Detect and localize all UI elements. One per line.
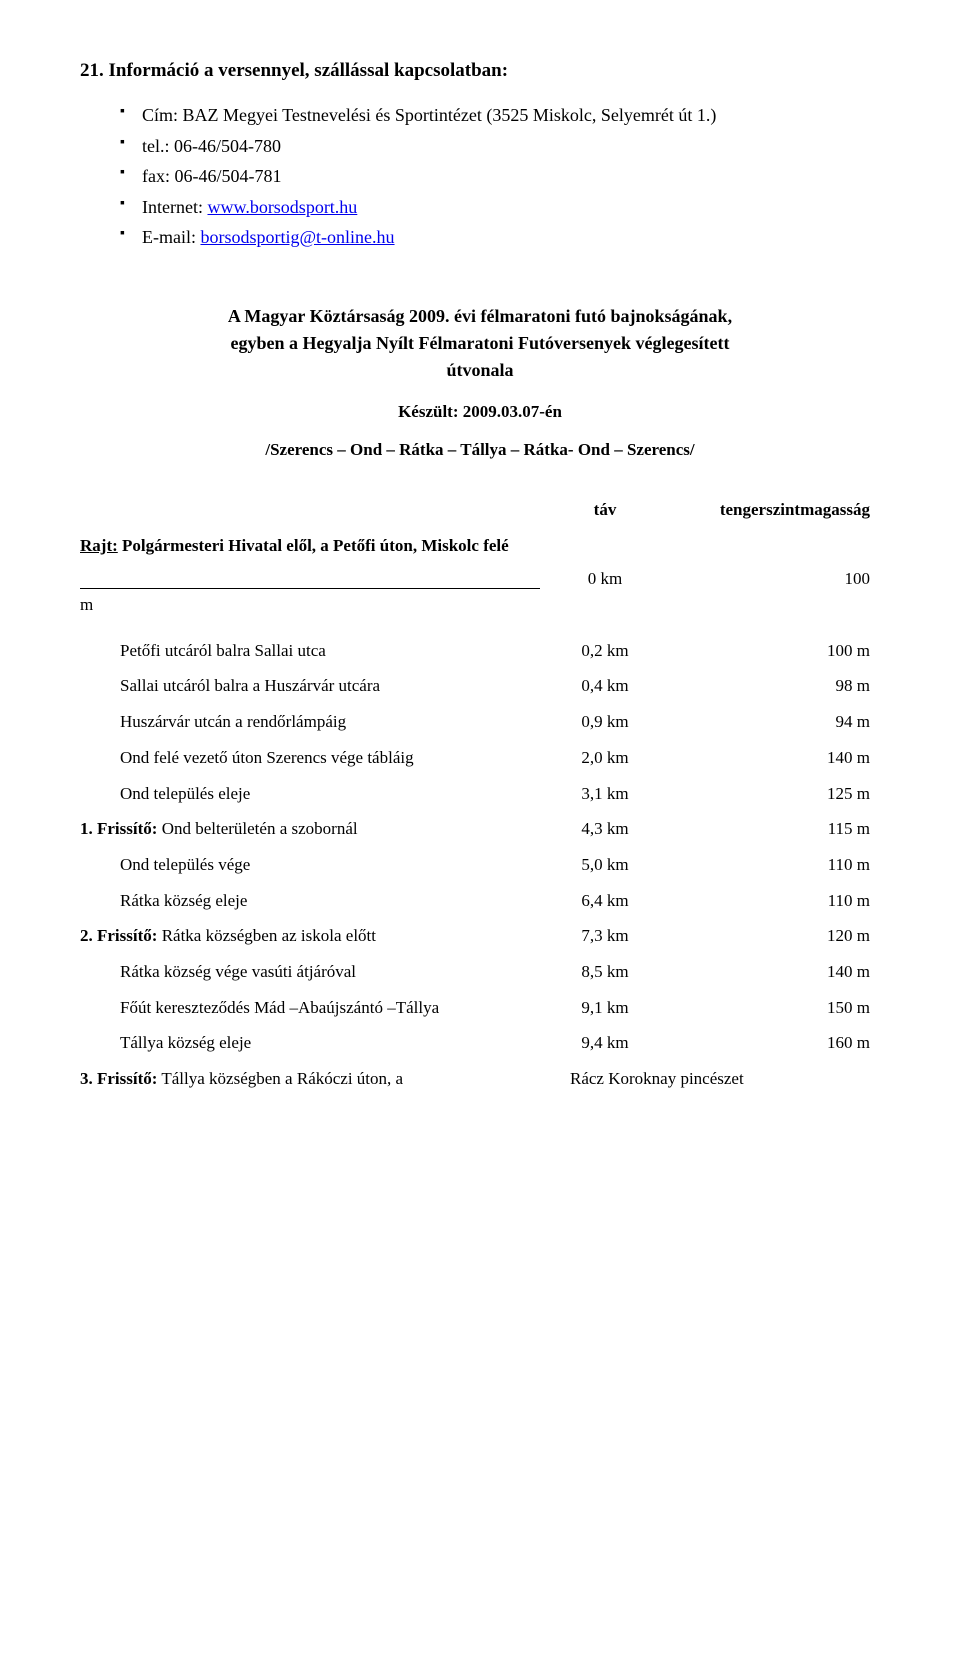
row-label-bold: 2. Frissítő: <box>80 926 157 945</box>
table-row: Huszárvár utcán a rendőrlámpáig0,9 km94 … <box>80 704 880 740</box>
row-distance: 2,0 km <box>540 740 670 776</box>
row-label: Tállya község eleje <box>120 1025 540 1061</box>
row-label: Főút kereszteződés Mád –Abaújszántó –Tál… <box>120 990 540 1026</box>
start-rest: Polgármesteri Hivatal elől, a Petőfi úto… <box>118 536 509 555</box>
row-distance: 4,3 km <box>540 811 670 847</box>
contact-list: Cím: BAZ Megyei Testnevelési és Sportint… <box>80 100 880 253</box>
row-label: Ond település vége <box>120 847 540 883</box>
table-row: Petőfi utcáról balra Sallai utca0,2 km10… <box>80 633 880 669</box>
header-spacer <box>80 500 540 520</box>
row-distance: 0,2 km <box>540 633 670 669</box>
row-label-bold: 1. Frissítő: <box>80 819 157 838</box>
route-table: Petőfi utcáról balra Sallai utca0,2 km10… <box>80 633 880 1061</box>
start-line: Rajt: Polgármesteri Hivatal elől, a Pető… <box>80 536 880 556</box>
row-elevation: 140 m <box>670 740 880 776</box>
row-elevation: 98 m <box>670 668 880 704</box>
row-distance: 5,0 km <box>540 847 670 883</box>
last-row: 3. Frissítő: Tállya községben a Rákóczi … <box>80 1061 880 1097</box>
row-elevation: 140 m <box>670 954 880 990</box>
header-distance: táv <box>540 500 670 520</box>
email-label: E-mail: <box>142 227 200 247</box>
made-date: Készült: 2009.03.07-én <box>80 402 880 422</box>
title-line-3: útvonala <box>80 357 880 384</box>
row-distance: 3,1 km <box>540 776 670 812</box>
row-distance: 9,4 km <box>540 1025 670 1061</box>
m-unit: m <box>80 595 880 615</box>
internet-link[interactable]: www.borsodsport.hu <box>207 197 357 217</box>
row-elevation: 150 m <box>670 990 880 1026</box>
last-rest: Tállya községben a Rákóczi úton, a <box>157 1069 403 1088</box>
internet-label: Internet: <box>142 197 207 217</box>
row-distance: 0,4 km <box>540 668 670 704</box>
row-label: Rátka község vége vasúti átjáróval <box>120 954 540 990</box>
last-right: Rácz Koroknay pincészet <box>540 1061 880 1097</box>
row-elevation: 94 m <box>670 704 880 740</box>
zero-elevation: 100 <box>670 569 880 589</box>
contact-tel: tel.: 06-46/504-780 <box>120 131 880 162</box>
contact-internet: Internet: www.borsodsport.hu <box>120 192 880 223</box>
row-label: 1. Frissítő: Ond belterületén a szoborná… <box>80 811 540 847</box>
row-label-rest: Rátka községben az iskola előtt <box>157 926 376 945</box>
email-link[interactable]: borsodsportig@t-online.hu <box>200 227 394 247</box>
row-label-rest: Ond belterületén a szobornál <box>157 819 357 838</box>
table-row: Ond település vége5,0 km110 m <box>80 847 880 883</box>
row-elevation: 100 m <box>670 633 880 669</box>
row-elevation: 160 m <box>670 1025 880 1061</box>
contact-fax: fax: 06-46/504-781 <box>120 161 880 192</box>
row-label: Ond felé vezető úton Szerencs vége táblá… <box>120 740 540 776</box>
row-label: Huszárvár utcán a rendőrlámpáig <box>120 704 540 740</box>
zero-row: 0 km 100 <box>80 564 880 589</box>
document-title: A Magyar Köztársaság 2009. évi félmarato… <box>80 303 880 384</box>
table-row: Főút kereszteződés Mád –Abaújszántó –Tál… <box>80 990 880 1026</box>
table-row: Tállya község eleje9,4 km160 m <box>80 1025 880 1061</box>
row-distance: 7,3 km <box>540 918 670 954</box>
row-elevation: 110 m <box>670 847 880 883</box>
row-label: Ond település eleje <box>120 776 540 812</box>
row-label: Rátka község eleje <box>120 883 540 919</box>
table-row: Sallai utcáról balra a Huszárvár utcára0… <box>80 668 880 704</box>
row-distance: 6,4 km <box>540 883 670 919</box>
row-label: Petőfi utcáról balra Sallai utca <box>120 633 540 669</box>
row-label: Sallai utcáról balra a Huszárvár utcára <box>120 668 540 704</box>
table-row: Ond felé vezető úton Szerencs vége táblá… <box>80 740 880 776</box>
route-summary: /Szerencs – Ond – Rátka – Tállya – Rátka… <box>80 440 880 460</box>
row-distance: 8,5 km <box>540 954 670 990</box>
row-distance: 9,1 km <box>540 990 670 1026</box>
section-heading: 21. Információ a versennyel, szállással … <box>80 60 880 82</box>
row-distance: 0,9 km <box>540 704 670 740</box>
last-left: 3. Frissítő: Tállya községben a Rákóczi … <box>80 1061 540 1097</box>
row-label: 2. Frissítő: Rátka községben az iskola e… <box>80 918 540 954</box>
row-elevation: 115 m <box>670 811 880 847</box>
table-header: táv tengerszintmagasság <box>80 500 880 520</box>
table-row: 2. Frissítő: Rátka községben az iskola e… <box>80 918 880 954</box>
row-elevation: 120 m <box>670 918 880 954</box>
table-row: Rátka község eleje6,4 km110 m <box>80 883 880 919</box>
row-elevation: 110 m <box>670 883 880 919</box>
table-row: Rátka község vége vasúti átjáróval8,5 km… <box>80 954 880 990</box>
table-row: 1. Frissítő: Ond belterületén a szoborná… <box>80 811 880 847</box>
contact-address: Cím: BAZ Megyei Testnevelési és Sportint… <box>120 100 880 131</box>
zero-underline <box>80 564 540 589</box>
title-line-2: egyben a Hegyalja Nyílt Félmaratoni Futó… <box>80 330 880 357</box>
header-elevation: tengerszintmagasság <box>670 500 880 520</box>
start-prefix: Rajt: <box>80 536 118 555</box>
row-elevation: 125 m <box>670 776 880 812</box>
last-bold: 3. Frissítő: <box>80 1069 157 1088</box>
table-row: Ond település eleje3,1 km125 m <box>80 776 880 812</box>
zero-distance: 0 km <box>540 569 670 589</box>
contact-email: E-mail: borsodsportig@t-online.hu <box>120 222 880 253</box>
title-line-1: A Magyar Köztársaság 2009. évi félmarato… <box>80 303 880 330</box>
